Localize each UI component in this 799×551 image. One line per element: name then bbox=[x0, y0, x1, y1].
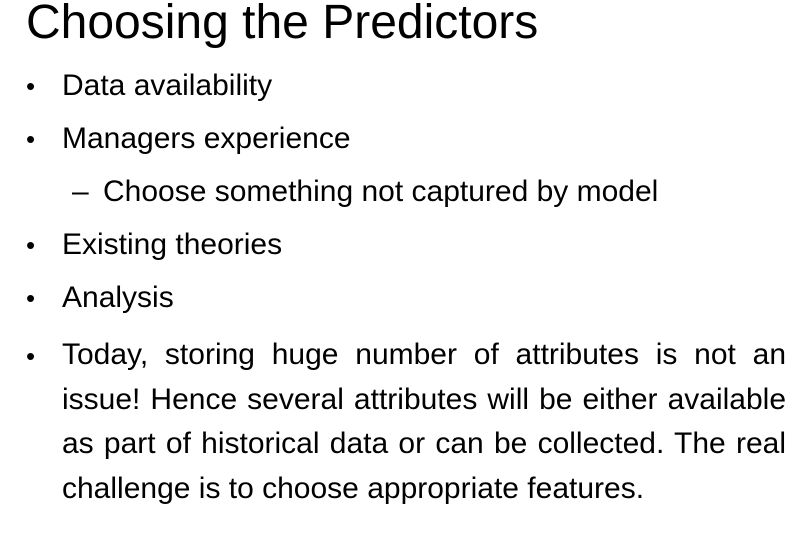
sub-bullet-marker: – bbox=[72, 175, 89, 208]
bullet-marker: • bbox=[26, 230, 36, 260]
bullet-marker: • bbox=[26, 341, 36, 371]
bullet-marker: • bbox=[26, 124, 36, 154]
sub-bullet-text: Choose something not captured by model bbox=[103, 175, 659, 208]
bullet-text-analysis: Analysis bbox=[62, 281, 174, 314]
bullet-paragraph: Today, storing huge number of attributes… bbox=[62, 338, 786, 505]
bullet-text-managers-experience: Managers experience bbox=[62, 122, 351, 155]
slide-title: Choosing the Predictors bbox=[26, 0, 539, 49]
bullet-text-existing-theories: Existing theories bbox=[62, 228, 283, 261]
bullet-marker: • bbox=[26, 283, 36, 313]
bullet-marker: • bbox=[26, 71, 36, 101]
bullet-text-data-availability: Data availability bbox=[62, 69, 273, 102]
